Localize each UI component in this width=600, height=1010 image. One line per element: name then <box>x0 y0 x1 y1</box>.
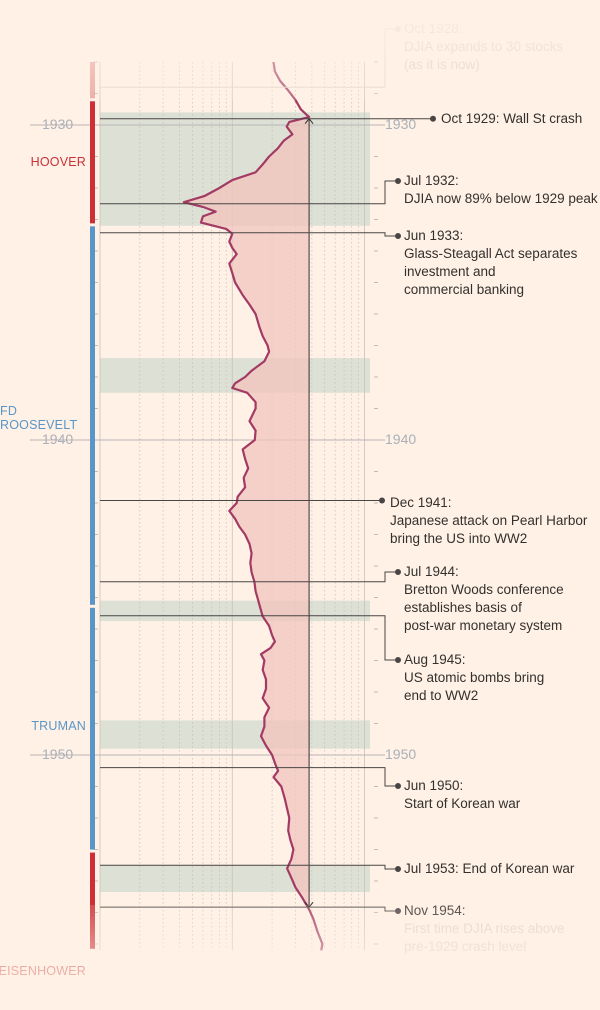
president-bar-pre <box>90 62 95 99</box>
president-bar <box>90 226 95 605</box>
annotation-leader <box>100 180 398 205</box>
annotation-dot <box>395 178 401 184</box>
annotation-line: Jul 1944: <box>404 564 459 579</box>
annotation-text: Jun 1933: Glass-Steagall Act separates inv… <box>404 227 577 299</box>
annotation-line: Jul 1932: <box>404 173 459 188</box>
annotation-leader <box>100 571 398 583</box>
annotation-line: First time DJIA rises above <box>404 921 565 936</box>
annotation-line: Oct 1928: <box>404 21 463 36</box>
annotation-line: Nov 1954: <box>404 903 466 918</box>
annotation-dot <box>395 908 401 914</box>
annotation-line: bring the US into WW2 <box>390 531 528 546</box>
annotation-dot <box>395 233 401 239</box>
annotation-dot <box>395 783 401 789</box>
recession-band <box>100 600 370 622</box>
annotation-line: Jun 1950: <box>404 778 464 793</box>
annotation-dot <box>395 866 401 872</box>
annotation-line: Glass-Steagall Act separates <box>404 246 578 261</box>
year-label-right: 1930 <box>385 116 417 132</box>
annotation-line: (as it is now) <box>404 57 480 72</box>
year-label-left: 1940 <box>42 431 74 447</box>
annotation-text: Dec 1941: Japanese attack on Pearl Harbor… <box>390 494 587 548</box>
annotation-line: Japanese attack on Pearl Harbor <box>390 513 588 528</box>
annotation-dot <box>430 115 436 122</box>
president-label: FD ROOSEVELT <box>0 403 78 432</box>
annotation-line: Jun 1933: <box>404 228 464 243</box>
annotation-text: Aug 1945: US atomic bombs bring end to WW2 <box>404 651 544 705</box>
annotation-line: US atomic bombs bring <box>404 670 545 685</box>
annotation-text: Jun 1950: Start of Korean war <box>404 777 520 813</box>
president-bar <box>90 101 95 224</box>
recession-band <box>100 720 370 749</box>
below-peak-area <box>183 117 310 910</box>
djia-line <box>182 61 324 951</box>
president-label: HOOVER <box>30 154 86 169</box>
annotation-text: Oct 1928: DJIA expands to 30 stocks (as it… <box>404 20 563 74</box>
annotation-text: Jul 1944: Bretton Woods conference establi… <box>404 563 564 635</box>
president-bar <box>90 607 95 850</box>
annotation-text: Jul 1932: DJIA now 89% below 1929 peak <box>404 172 598 208</box>
recession-band <box>100 865 370 893</box>
year-label-left: 1930 <box>42 116 74 132</box>
annotation-line: Bretton Woods conference <box>404 582 564 597</box>
annotation-leader <box>100 767 398 787</box>
annotation-dot <box>395 26 401 32</box>
annotation-text: Oct 1929: Wall St crash <box>441 110 582 128</box>
annotation-text: Jul 1953: End of Korean war <box>404 860 574 878</box>
annotation-line: Jul 1953: End of Korean war <box>404 861 575 876</box>
annotation-leader <box>100 906 398 912</box>
annotation-line: Aug 1945: <box>404 652 466 667</box>
annotation-text: Nov 1954: First time DJIA rises above pre-… <box>404 902 565 956</box>
annotation-dot <box>379 497 385 504</box>
annotation-line: end to WW2 <box>404 688 479 703</box>
annotation-line: Start of Korean war <box>404 796 521 811</box>
annotation-leader <box>100 864 398 870</box>
annotation-line: pre-1929 crash level <box>404 939 527 954</box>
annotation-line: Oct 1929: Wall St crash <box>441 111 583 126</box>
annotation-line: commercial banking <box>404 282 525 297</box>
annotation-line: establishes basis of <box>404 600 522 615</box>
annotation-dot <box>395 657 401 663</box>
president-bar <box>90 852 95 949</box>
annotation-line: Dec 1941: <box>390 495 452 510</box>
annotation-line: DJIA now 89% below 1929 peak <box>404 191 598 206</box>
year-label-right: 1940 <box>385 431 417 447</box>
annotation-leader <box>100 615 398 661</box>
annotation-leader <box>100 28 398 88</box>
year-label-right: 1950 <box>385 746 417 762</box>
annotation-line: investment and <box>404 264 496 279</box>
annotation-line: DJIA expands to 30 stocks <box>404 39 564 54</box>
annotation-dot <box>395 569 401 575</box>
annotation-line: post-war monetary system <box>404 618 563 633</box>
president-label: TRUMAN <box>31 718 86 733</box>
year-label-left: 1950 <box>42 746 74 762</box>
president-label: EISENHOWER <box>0 964 86 979</box>
annotation-leader <box>100 232 398 237</box>
